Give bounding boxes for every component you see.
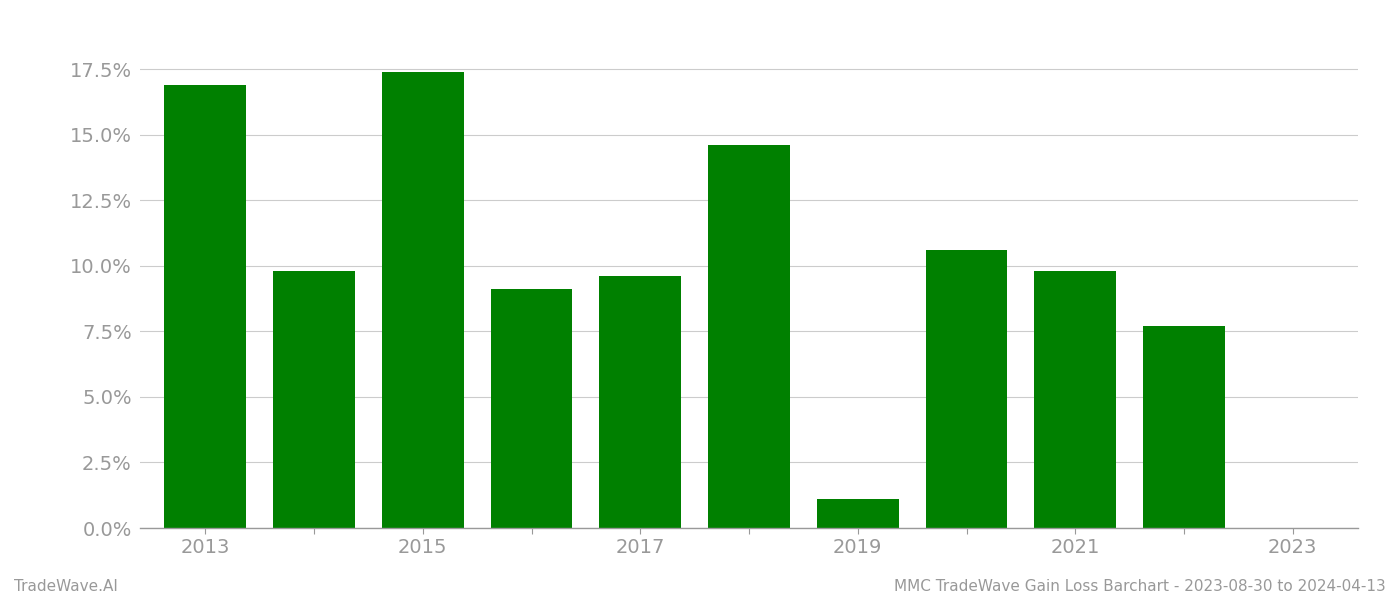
Text: MMC TradeWave Gain Loss Barchart - 2023-08-30 to 2024-04-13: MMC TradeWave Gain Loss Barchart - 2023-… — [895, 579, 1386, 594]
Bar — [708, 145, 790, 528]
Text: TradeWave.AI: TradeWave.AI — [14, 579, 118, 594]
Bar — [599, 277, 680, 528]
Bar — [818, 499, 899, 528]
Bar — [273, 271, 354, 528]
Bar — [491, 289, 573, 528]
Bar — [1144, 326, 1225, 528]
Bar — [382, 72, 463, 528]
Bar — [164, 85, 246, 528]
Bar — [1035, 271, 1116, 528]
Bar — [925, 250, 1007, 528]
